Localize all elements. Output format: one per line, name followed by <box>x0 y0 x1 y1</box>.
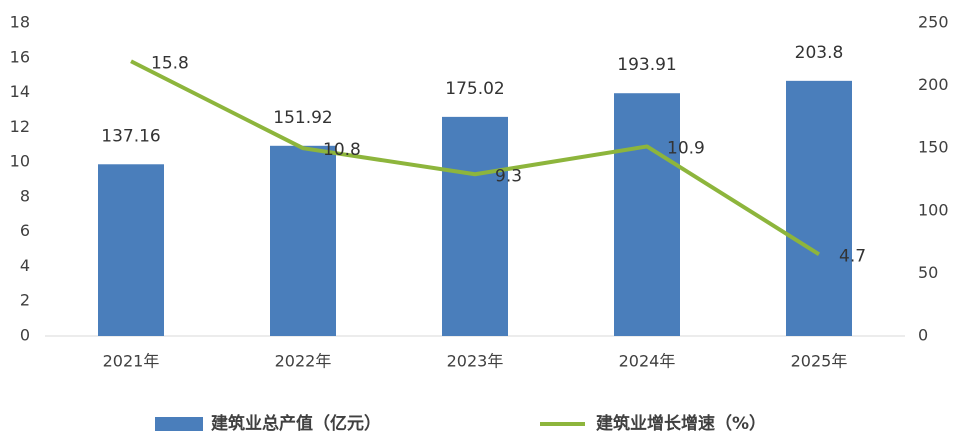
y-tick-label: 12 <box>10 117 30 136</box>
y-tick-label: 6 <box>20 221 30 240</box>
y2-tick-label: 100 <box>918 200 949 219</box>
x-tick-label: 2023年 <box>447 352 504 371</box>
bar <box>270 145 336 336</box>
data-label: 193.91 <box>617 55 676 75</box>
bar <box>786 80 852 336</box>
data-label: 4.7 <box>839 246 866 266</box>
y-tick-label: 4 <box>20 256 30 275</box>
x-tick-label: 2022年 <box>275 352 332 371</box>
y2-tick-label: 250 <box>918 13 949 32</box>
data-label: 9.3 <box>495 166 522 186</box>
data-label: 203.8 <box>795 43 844 63</box>
y2-tick-label: 50 <box>918 263 938 282</box>
data-label: 137.16 <box>101 126 160 146</box>
line <box>130 59 821 256</box>
x-tick-label: 2025年 <box>791 352 848 371</box>
y-tick-label: 16 <box>10 47 30 66</box>
y-tick-label: 0 <box>20 326 30 345</box>
data-label: 15.8 <box>151 53 189 73</box>
y2-tick-label: 0 <box>918 326 928 345</box>
x-tick-label: 2021年 <box>103 352 160 371</box>
data-label: 10.8 <box>323 140 361 160</box>
data-label: 175.02 <box>445 79 504 99</box>
y-tick-label: 18 <box>10 13 30 32</box>
y2-tick-label: 150 <box>918 138 949 157</box>
data-label: 10.9 <box>667 138 705 158</box>
data-label: 151.92 <box>273 108 332 128</box>
legend-label: 建筑业总产值（亿元） <box>211 413 381 434</box>
y-tick-label: 14 <box>10 82 30 101</box>
y-tick-label: 8 <box>20 186 30 205</box>
x-tick-label: 2024年 <box>619 352 676 371</box>
bar <box>442 116 508 336</box>
legend-swatch <box>155 417 203 431</box>
y-tick-label: 10 <box>10 152 30 171</box>
bar <box>98 164 164 336</box>
y2-tick-label: 200 <box>918 75 949 94</box>
legend-label: 建筑业增长增速（%） <box>596 413 766 434</box>
y-tick-label: 2 <box>20 291 30 310</box>
bar <box>614 93 680 337</box>
